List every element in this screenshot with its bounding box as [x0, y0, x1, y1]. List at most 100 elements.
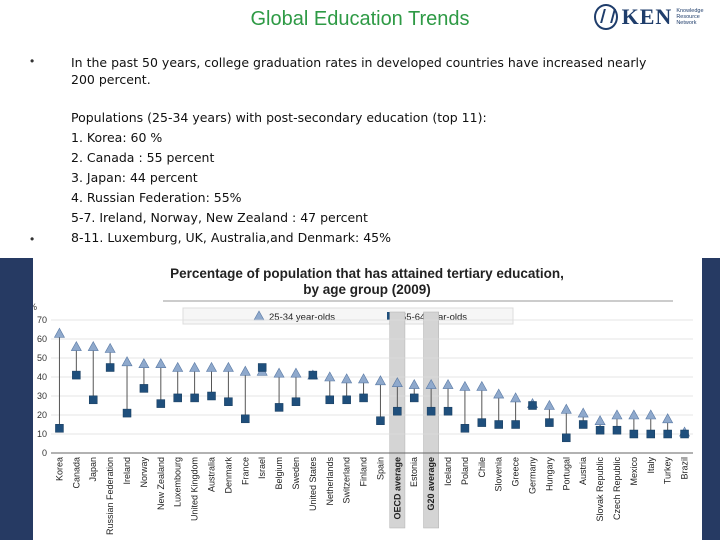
list-line: 3. Japan: 44 percent	[71, 170, 198, 185]
point-25-34	[121, 356, 133, 367]
x-tick-label: Brazil	[680, 457, 690, 480]
point-55-64	[72, 370, 81, 380]
point-55-64	[274, 403, 284, 412]
point-25-34	[341, 373, 353, 384]
point-25-34	[239, 365, 251, 376]
highlight-band	[423, 311, 439, 529]
legend: 25-34 year-olds 55-64 year-olds	[182, 307, 514, 325]
list-line: 8-11. Luxemburg, UK, Australia,and Denma…	[71, 230, 391, 245]
x-tick-label: Turkey	[663, 457, 673, 485]
point-55-64	[190, 393, 199, 403]
point-25-34	[290, 367, 302, 378]
point-55-64	[646, 429, 656, 439]
point-25-34	[172, 361, 184, 372]
list-line: 2. Canada : 55 percent	[71, 150, 215, 165]
point-25-34	[155, 358, 167, 368]
point-55-64	[55, 424, 64, 433]
point-55-64	[207, 391, 216, 401]
point-55-64	[426, 406, 436, 416]
point-55-64	[257, 363, 267, 372]
x-tick-label: Germany	[528, 457, 538, 495]
x-tick-label: Luxembourg	[173, 457, 183, 507]
point-55-64	[105, 363, 115, 372]
chart-subtitle: by age group (2009)	[303, 282, 431, 297]
x-tick-label: Italy	[646, 457, 656, 474]
y-tick-label: 40	[37, 372, 47, 382]
point-25-34	[560, 403, 572, 414]
point-25-34	[628, 409, 640, 420]
x-tick-label: Finland	[359, 457, 369, 487]
y-tick-label: 50	[37, 353, 47, 363]
y-tick-label: 60	[37, 334, 47, 344]
x-tick-label: Belgium	[274, 457, 284, 490]
x-tick-label: Chile	[477, 457, 487, 478]
x-tick-label: Netherlands	[325, 457, 335, 506]
point-55-64	[122, 408, 132, 418]
x-tick-label: Australia	[207, 457, 217, 492]
point-25-34	[358, 373, 370, 384]
point-25-34	[645, 409, 657, 420]
point-55-64	[342, 395, 351, 405]
x-tick-label: Switzerland	[342, 457, 352, 504]
point-55-64	[562, 433, 571, 443]
point-55-64	[460, 424, 470, 433]
point-25-34	[391, 377, 403, 387]
x-tick-label: Slovenia	[494, 457, 504, 492]
x-tick-label: OECD average	[392, 457, 402, 520]
point-25-34	[408, 378, 420, 389]
x-tick-label: Korea	[54, 457, 64, 481]
point-25-34	[510, 392, 522, 403]
x-tick-label: Mexico	[629, 457, 639, 486]
list-line: Populations (25-34 years) with post-seco…	[71, 110, 487, 125]
point-55-64	[88, 395, 98, 405]
point-25-34	[493, 388, 505, 399]
x-tick-label: Estonia	[409, 457, 419, 487]
y-tick-label: 70	[37, 315, 47, 325]
tertiary-education-chart: Percentage of population that has attain…	[29, 266, 693, 535]
point-55-64	[595, 425, 605, 435]
x-tick-label: Ireland	[122, 457, 132, 485]
bullet-marker-1: •	[30, 54, 35, 68]
x-tick-label: Denmark	[223, 457, 233, 494]
x-tick-label: G20 average	[426, 457, 436, 511]
point-55-64	[494, 420, 503, 429]
point-25-34	[324, 371, 336, 382]
point-55-64	[528, 401, 537, 410]
point-55-64	[680, 429, 689, 439]
point-25-34	[138, 358, 150, 368]
point-55-64	[409, 393, 419, 403]
point-25-34	[70, 340, 82, 351]
point-25-34	[611, 409, 623, 420]
list-line: 1. Korea: 60 %	[71, 130, 163, 145]
x-tick-label: Japan	[88, 457, 98, 482]
highlight-band	[389, 311, 406, 529]
point-55-64	[325, 395, 335, 405]
point-55-64	[376, 416, 385, 425]
x-tick-label: Norway	[139, 457, 149, 488]
x-tick-label: Spain	[375, 457, 385, 480]
point-25-34	[442, 378, 454, 389]
point-25-34	[459, 380, 471, 391]
logo-subtitle: Knowledge Resource Network	[676, 8, 704, 26]
list-line: 5-7. Ireland, Norway, New Zealand : 47 p…	[71, 210, 368, 225]
point-55-64	[629, 429, 639, 439]
x-tick-label: Israel	[257, 457, 267, 479]
point-55-64	[308, 370, 318, 380]
point-25-34	[577, 407, 589, 418]
point-55-64	[545, 418, 554, 427]
point-55-64	[173, 393, 182, 403]
point-55-64	[612, 425, 622, 435]
point-55-64	[291, 397, 301, 406]
x-tick-label: Canada	[71, 457, 81, 489]
point-55-64	[511, 420, 520, 429]
y-tick-label: 0	[42, 448, 47, 458]
plot-area: 0 10 20 30 40 50 60 70 Korea Canada Japan Russian F…	[37, 311, 693, 535]
point-55-64	[359, 393, 368, 403]
x-tick-label: Czech Republic	[612, 457, 622, 521]
x-tick-label: Iceland	[443, 457, 453, 486]
point-55-64	[393, 406, 402, 416]
point-55-64	[477, 418, 487, 427]
x-tick-label: United States	[308, 457, 318, 512]
y-tick-label: 30	[37, 391, 47, 401]
x-tick-label: Poland	[460, 457, 470, 485]
